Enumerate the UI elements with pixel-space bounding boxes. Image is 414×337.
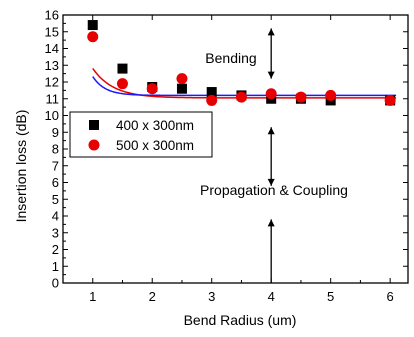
y-tick-label: 8 [52, 142, 59, 157]
data-point-500x300 [206, 94, 218, 106]
data-point-500x300 [384, 94, 396, 106]
arrow-down-head [267, 71, 275, 79]
y-tick-label: 0 [52, 276, 59, 291]
legend: 400 x 300nm 500 x 300nm [69, 111, 213, 158]
arrow-up-head [267, 219, 275, 227]
arrow-down-head [267, 178, 275, 186]
x-axis-label: Bend Radius (um) [184, 312, 297, 328]
y-tick-label: 7 [52, 158, 59, 173]
x-tick-label: 2 [149, 289, 156, 304]
y-tick-label: 1 [52, 259, 59, 274]
y-tick-label: 13 [45, 58, 59, 73]
y-tick-label: 5 [52, 192, 59, 207]
arrow-up-head [267, 127, 275, 135]
legend-label: 400 x 300nm [116, 118, 194, 133]
y-tick-label: 3 [52, 225, 59, 240]
divider-layer [267, 28, 275, 283]
annotation-bending: Bending [205, 50, 256, 66]
x-tick-label: 4 [268, 289, 275, 304]
data-point-500x300 [146, 83, 158, 95]
data-point-500x300 [235, 91, 247, 103]
label-layer: Insertion loss (dB) Bend Radius (um) Ben… [13, 50, 348, 328]
y-tick-label: 9 [52, 125, 59, 140]
data-point-500x300 [295, 91, 307, 103]
data-point-500x300 [116, 78, 128, 90]
y-tick-label: 15 [45, 24, 59, 39]
data-point-500x300 [87, 31, 99, 43]
arrow-up-head [267, 28, 275, 36]
legend-marker-square [89, 120, 99, 130]
y-axis-label: Insertion loss (dB) [13, 110, 29, 223]
y-tick-label: 16 [45, 8, 59, 23]
data-point-400x300 [176, 83, 187, 94]
x-tick-label: 5 [327, 289, 334, 304]
data-point-400x300 [206, 87, 217, 98]
x-tick-label: 6 [387, 289, 394, 304]
y-tick-label: 4 [52, 209, 59, 224]
data-point-500x300 [325, 89, 337, 101]
y-tick-label: 10 [45, 108, 59, 123]
y-tick-label: 11 [46, 91, 60, 106]
points-layer [87, 20, 396, 106]
x-tick-label: 1 [89, 289, 96, 304]
data-point-500x300 [176, 73, 188, 85]
y-tick-label: 12 [45, 75, 59, 90]
y-tick-label: 14 [45, 41, 59, 56]
data-point-400x300 [87, 20, 98, 31]
legend-label: 500 x 300nm [116, 138, 194, 153]
y-tick-label: 6 [52, 175, 59, 190]
y-tick-label: 2 [52, 242, 59, 257]
x-tick-label: 3 [208, 289, 215, 304]
data-point-400x300 [117, 63, 128, 74]
data-point-500x300 [265, 88, 277, 100]
legend-marker-circle [88, 139, 100, 151]
annotation-propagation-coupling: Propagation & Coupling [200, 182, 348, 198]
